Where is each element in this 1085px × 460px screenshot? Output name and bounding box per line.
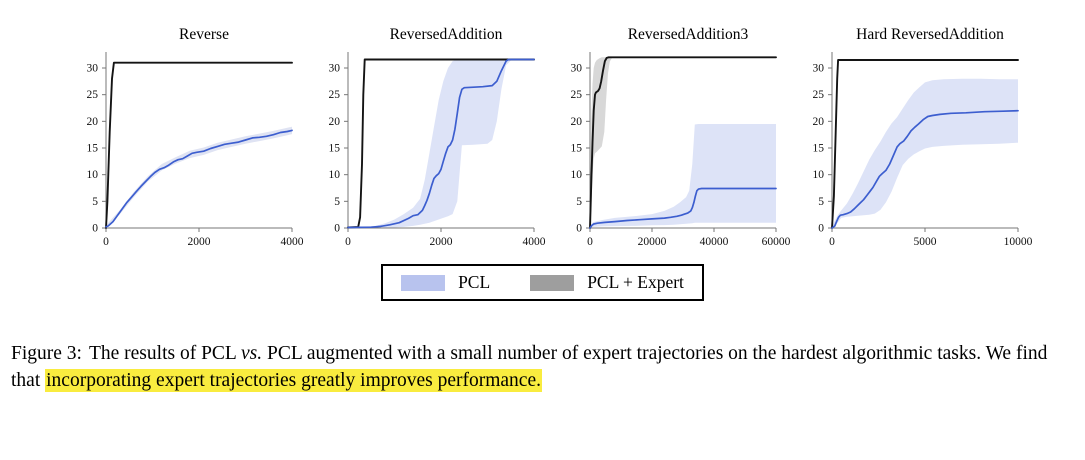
caption-highlight: incorporating expert trajectories greatl… [45,368,542,392]
y-tick-label: 10 [813,169,825,181]
x-tick-label: 10000 [1004,236,1033,248]
legend-box: PCL PCL + Expert [381,264,704,301]
pcl-expert-line [831,59,1019,229]
y-tick-label: 5 [576,196,582,208]
y-tick-label: 0 [92,223,98,235]
x-tick-label: 4000 [523,236,546,248]
y-tick-label: 0 [576,223,582,235]
x-tick-label: 0 [587,236,593,248]
chart-hard-reversed-addition: Hard ReversedAddition 0 5 10 15 20 25 30 0 5000 1… [796,24,1034,252]
pcl-line [831,109,1019,229]
x-tick-label: 0 [829,236,835,248]
y-tick-label: 10 [87,169,99,181]
caption-figure-label: Figure 3: [11,343,82,364]
legend-item-pcl: PCL [401,272,490,293]
y-tick-label: 30 [87,63,99,75]
pcl-line [105,129,293,228]
chart-reversed-addition: ReversedAddition 0 5 10 15 20 25 30 0 2000 4000 [312,24,550,252]
caption-vs-italic: vs. [240,343,263,364]
y-tick-label: 5 [334,196,340,208]
x-tick-label: 0 [345,236,351,248]
chart-title-reversed-addition3: ReversedAddition3 [627,26,749,43]
chart-reverse: Reverse 0 5 10 15 20 25 30 0 2000 4000 [70,24,308,252]
y-tick-label: 20 [329,116,341,128]
y-tick-label: 25 [571,89,583,101]
y-tick-label: 20 [813,116,825,128]
figure-charts: Reverse 0 5 10 15 20 25 30 0 2000 4000 ReversedAd… [70,24,1085,252]
y-tick-label: 20 [87,116,99,128]
x-tick-label: 0 [103,236,109,248]
plot-hard-reversed-addition: 0 5 10 15 20 25 30 0 5000 10000 [813,52,1033,248]
pcl-line [589,187,777,229]
plot-reversed-addition: 0 5 10 15 20 25 30 0 2000 4000 [329,52,546,248]
y-tick-label: 15 [571,143,583,155]
pcl-expert-swatch [530,274,575,291]
y-tick-label: 25 [87,89,99,101]
y-tick-label: 0 [334,223,340,235]
x-tick-label: 2000 [188,236,211,248]
y-tick-label: 30 [329,63,341,75]
pcl-band [832,78,1018,228]
y-tick-label: 10 [571,169,583,181]
legend-label-pcl: PCL [458,272,491,292]
y-tick-label: 20 [571,116,583,128]
y-tick-label: 30 [813,63,825,75]
chart-title-hard-reversed-addition: Hard ReversedAddition [856,26,1004,43]
pcl-expert-line [589,56,777,229]
x-tick-label: 20000 [638,236,667,248]
pcl-band [106,126,292,228]
caption-text-1: The results of PCL [88,343,241,364]
y-tick-label: 25 [813,89,825,101]
x-tick-label: 60000 [762,236,791,248]
x-tick-label: 40000 [700,236,729,248]
legend-item-pcl-expert: PCL + Expert [530,272,684,293]
chart-title-reverse: Reverse [179,26,229,43]
pcl-line [347,58,535,229]
x-tick-label: 5000 [914,236,937,248]
y-tick-label: 25 [329,89,341,101]
x-tick-label: 4000 [281,236,304,248]
y-tick-label: 0 [818,223,824,235]
y-tick-label: 15 [329,143,341,155]
y-tick-label: 15 [813,143,825,155]
pcl-expert-line [105,61,293,229]
legend-row: PCL PCL + Expert [0,264,1085,301]
figure-caption: Figure 3: The results of PCL vs. PCL augm… [11,341,1074,395]
y-tick-label: 5 [92,196,98,208]
y-tick-label: 10 [329,169,341,181]
pcl-band [590,124,776,228]
plot-reverse: 0 5 10 15 20 25 30 0 2000 4000 [87,52,304,248]
y-tick-label: 15 [87,143,99,155]
y-tick-label: 30 [571,63,583,75]
chart-reversed-addition3: ReversedAddition3 0 5 10 15 20 25 30 0 20000 4000… [554,24,792,252]
x-tick-label: 2000 [430,236,453,248]
legend-label-pcl-expert: PCL + Expert [587,272,684,292]
pcl-band [348,58,534,229]
pcl-swatch [401,274,446,291]
plot-reversed-addition3: 0 5 10 15 20 25 30 0 20000 40000 60000 [571,52,791,248]
caption-text-2: PCL augmented with a small number of exp… [11,343,1048,391]
y-tick-label: 5 [818,196,824,208]
chart-title-reversed-addition: ReversedAddition [389,26,503,43]
